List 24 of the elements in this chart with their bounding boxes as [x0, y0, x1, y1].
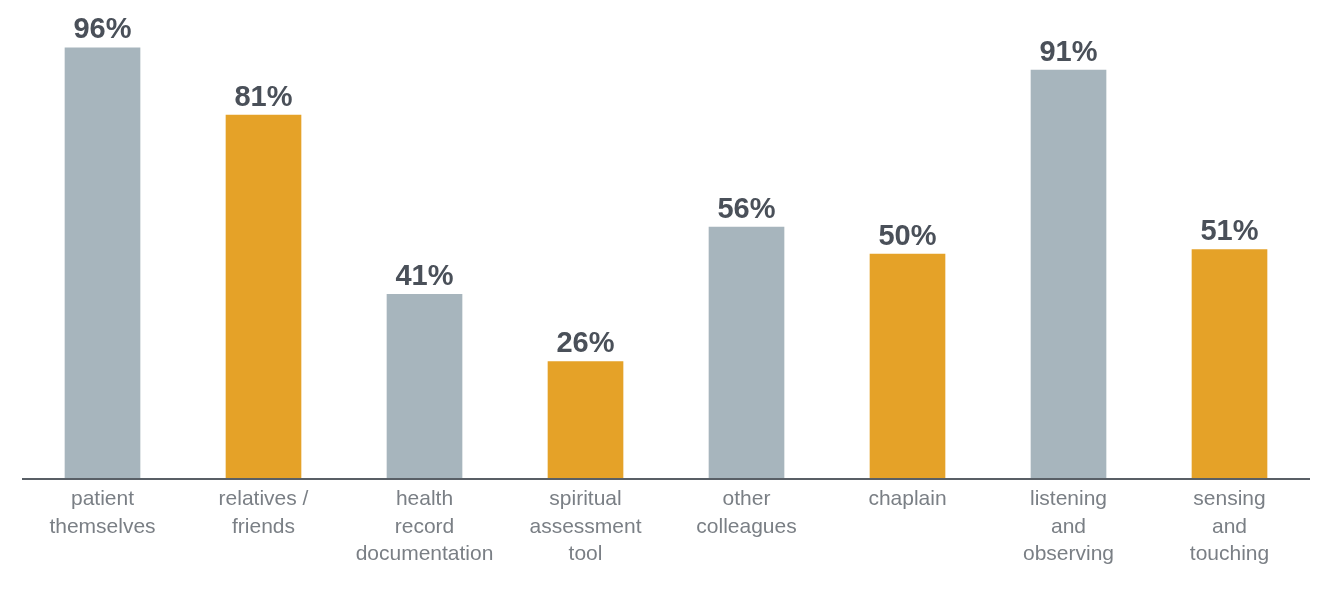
- data-label: 91%: [1039, 34, 1098, 67]
- bar: [1191, 249, 1268, 478]
- x-tick-label: patient themselves: [49, 486, 156, 537]
- data-label: 51%: [1200, 214, 1259, 247]
- bar: [64, 47, 141, 478]
- bar: [547, 361, 624, 478]
- bar: [386, 294, 463, 478]
- x-tick-label: other colleagues: [696, 486, 797, 537]
- x-tick-label: sensing and touching: [1189, 486, 1270, 564]
- x-tick-label: listening and observing: [1022, 486, 1115, 564]
- data-label: 50%: [878, 218, 937, 251]
- data-label: 81%: [234, 79, 293, 112]
- x-tick-label: chaplain: [868, 486, 947, 510]
- bar: [1030, 69, 1107, 478]
- data-label: 41%: [395, 259, 454, 292]
- x-tick-label: health record documentation: [355, 486, 494, 564]
- bar: [869, 253, 946, 478]
- bar: [225, 114, 302, 478]
- data-label: 56%: [717, 191, 776, 224]
- x-tick-label: relatives / friends: [218, 486, 309, 537]
- x-tick-label: spiritual assessment tool: [529, 486, 642, 564]
- bar: [708, 226, 785, 478]
- data-label: 96%: [73, 12, 132, 45]
- data-label: 26%: [556, 326, 615, 359]
